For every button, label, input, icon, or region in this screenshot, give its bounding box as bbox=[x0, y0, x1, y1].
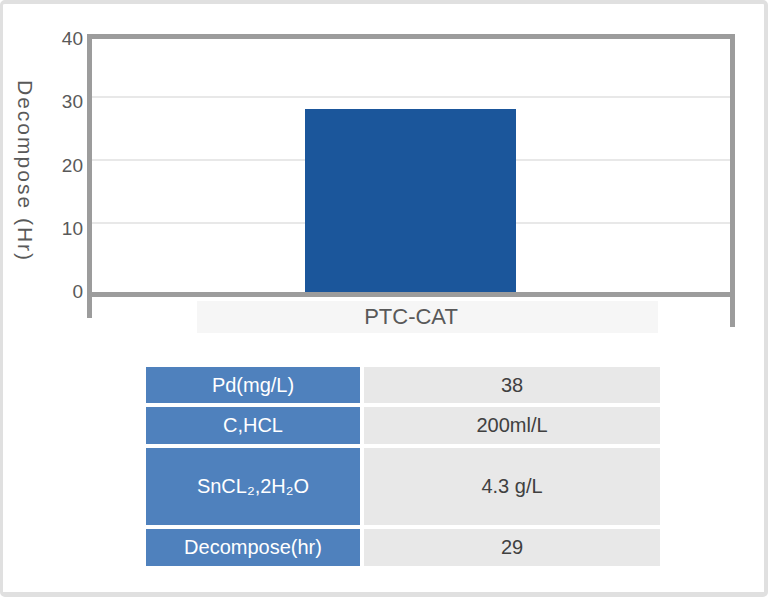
plot-frame-right bbox=[730, 34, 735, 327]
table-row-label-hcl: C,HCL bbox=[146, 407, 360, 444]
plot-area bbox=[92, 39, 730, 292]
table-row-value-pd: 38 bbox=[364, 367, 660, 403]
bar-ptc-cat bbox=[305, 109, 516, 292]
y-tick-40: 40 bbox=[0, 28, 83, 50]
table-row-value-decompose: 29 bbox=[364, 529, 660, 566]
plot-frame-top bbox=[87, 34, 735, 39]
report-page: Decompose (Hr) 403020100 PTC-CAT Pd(mg/L… bbox=[0, 0, 768, 597]
table-row-label-sncl: SnCL₂,2H₂O bbox=[146, 448, 360, 525]
gridline-30 bbox=[92, 96, 730, 98]
table-row-label-decompose: Decompose(hr) bbox=[146, 529, 360, 566]
y-axis-line bbox=[87, 34, 92, 318]
decompose-bar-chart: Decompose (Hr) 403020100 PTC-CAT bbox=[0, 0, 768, 350]
y-tick-10: 10 bbox=[0, 218, 83, 240]
y-tick-30: 30 bbox=[0, 91, 83, 113]
y-tick-0: 0 bbox=[0, 281, 83, 303]
y-axis-ticks: 40 30 20 10 0 bbox=[0, 0, 83, 350]
table-row-value-sncl: 4.3 g/L bbox=[364, 448, 660, 525]
y-tick-20: 20 bbox=[0, 155, 83, 177]
table-row-label-pd: Pd(mg/L) bbox=[146, 367, 360, 403]
table-row-value-hcl: 200ml/L bbox=[364, 407, 660, 444]
spec-table: Pd(mg/L) 38 C,HCL 200ml/L SnCL₂,2H₂O 4.3… bbox=[146, 367, 660, 566]
x-axis-line bbox=[87, 292, 735, 297]
x-axis-category-label: PTC-CAT bbox=[92, 301, 730, 333]
